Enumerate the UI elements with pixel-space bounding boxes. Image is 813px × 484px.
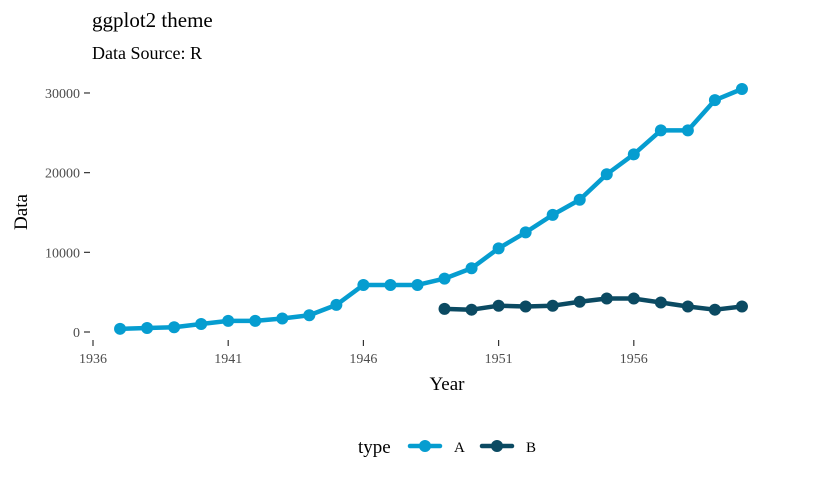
data-point-A: [573, 193, 586, 206]
data-point-A: [519, 226, 532, 239]
series-line-A: [117, 86, 745, 332]
legend-key-point-A: [419, 440, 431, 452]
data-point-B: [438, 302, 451, 315]
data-point-A: [492, 242, 505, 255]
data-point-B: [573, 295, 586, 308]
data-point-A: [330, 298, 343, 311]
data-point-B: [735, 300, 748, 313]
y-axis-label: Data: [11, 194, 32, 230]
data-point-B: [708, 303, 721, 316]
data-point-A: [438, 272, 451, 285]
y-tick-label: 20000: [45, 167, 80, 182]
x-tick-label: 1946: [349, 352, 377, 367]
data-point-A: [276, 312, 289, 325]
data-point-A: [303, 309, 316, 322]
series-layer: [114, 83, 748, 335]
data-point-A: [357, 278, 370, 291]
series-line-B: [442, 296, 745, 312]
data-point-A: [627, 148, 640, 161]
data-point-A: [465, 262, 478, 275]
data-point-A: [249, 314, 262, 327]
data-point-A: [600, 168, 613, 181]
chart-subtitle: Data Source: R: [92, 43, 202, 63]
y-tick-label: 30000: [45, 87, 80, 102]
data-point-B: [681, 300, 694, 313]
data-point-B: [600, 292, 613, 305]
data-point-A: [384, 278, 397, 291]
data-point-B: [465, 303, 478, 316]
data-point-B: [519, 300, 532, 313]
x-tick-label: 1941: [214, 352, 242, 367]
data-point-A: [735, 83, 748, 95]
data-point-A: [546, 208, 559, 221]
data-point-A: [222, 314, 235, 327]
data-point-B: [546, 299, 559, 312]
legend-title: type: [358, 437, 391, 458]
y-tick-label: 10000: [45, 246, 80, 261]
chart-title: ggplot2 theme: [92, 8, 213, 32]
x-tick-label: 1951: [485, 352, 513, 367]
data-point-B: [492, 299, 505, 312]
data-point-A: [195, 318, 208, 331]
data-point-B: [627, 292, 640, 305]
x-tick-label: 1956: [620, 352, 648, 367]
data-point-A: [654, 124, 667, 137]
legend-label-A: A: [454, 440, 465, 456]
legend-label-B: B: [526, 440, 536, 456]
legend: type A B: [358, 437, 536, 458]
axes: 0 10000 20000 30000 1936 1941 1946 1951 1956 Year…: [11, 87, 648, 395]
data-point-A: [114, 322, 127, 335]
data-point-A: [168, 321, 181, 334]
x-axis-label: Year: [429, 374, 465, 395]
x-tick-label: 1936: [79, 352, 107, 367]
y-tick-label: 0: [73, 326, 80, 341]
data-point-B: [654, 296, 667, 309]
legend-key-point-B: [491, 440, 503, 452]
data-point-A: [411, 278, 424, 291]
data-point-A: [681, 124, 694, 137]
data-point-A: [708, 94, 721, 107]
data-point-A: [141, 322, 154, 335]
